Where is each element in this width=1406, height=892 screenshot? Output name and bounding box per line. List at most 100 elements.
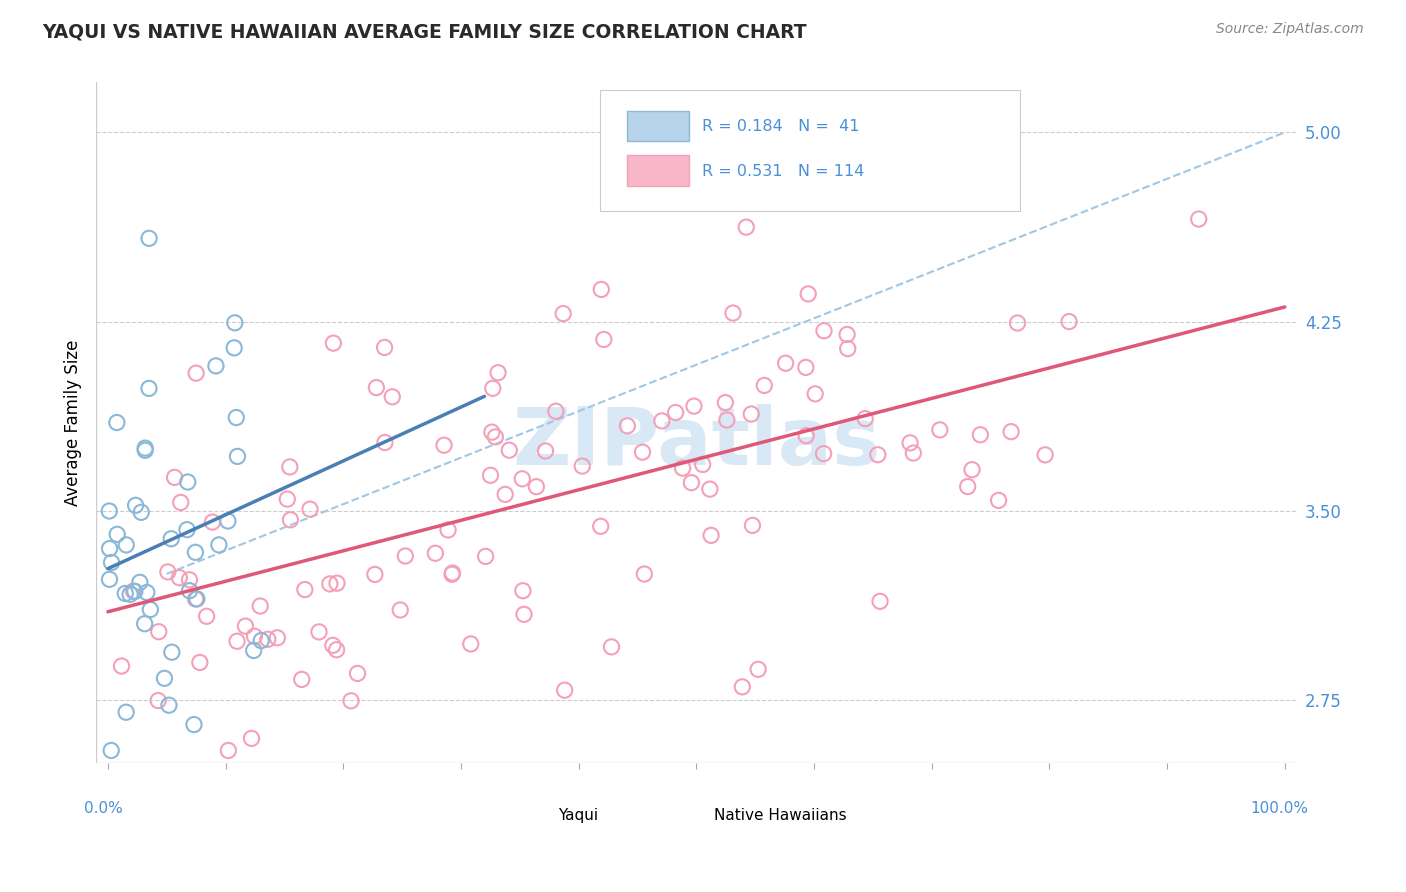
Point: [631, 445, 654, 459]
Point: [186, 591, 208, 606]
Point: [681, 475, 703, 490]
Point: [813, 447, 835, 461]
Text: Native Hawaiians: Native Hawaiians: [714, 808, 846, 823]
Text: ZIPatlas: ZIPatlas: [512, 404, 880, 482]
Point: [224, 316, 246, 330]
Point: [98, 572, 121, 586]
Point: [325, 642, 347, 657]
Point: [134, 441, 156, 455]
Point: [494, 487, 516, 501]
Point: [235, 619, 257, 633]
Point: [179, 583, 201, 598]
Point: [987, 493, 1010, 508]
Point: [326, 576, 349, 591]
Point: [837, 342, 859, 356]
Point: [775, 356, 797, 370]
Point: [242, 643, 264, 657]
Point: [374, 435, 396, 450]
FancyBboxPatch shape: [600, 90, 1021, 211]
Point: [735, 220, 758, 235]
Point: [479, 468, 502, 483]
Point: [714, 395, 737, 409]
Point: [1033, 448, 1056, 462]
Point: [139, 602, 162, 616]
Bar: [661, 805, 706, 827]
Point: [184, 366, 207, 380]
Point: [665, 405, 688, 419]
Point: [110, 659, 132, 673]
Point: [740, 407, 762, 421]
Point: [160, 645, 183, 659]
Point: [969, 427, 991, 442]
Point: [105, 416, 128, 430]
Point: [308, 624, 330, 639]
Point: [960, 463, 983, 477]
Bar: [627, 111, 689, 141]
Point: [534, 444, 557, 458]
Point: [184, 545, 207, 559]
Point: [98, 541, 121, 556]
Point: [170, 495, 193, 509]
Text: 100.0%: 100.0%: [1250, 800, 1309, 815]
Point: [179, 573, 201, 587]
Point: [163, 470, 186, 484]
Point: [366, 380, 388, 394]
Point: [224, 341, 246, 355]
Point: [440, 567, 463, 582]
Point: [513, 607, 536, 622]
Point: [217, 514, 239, 528]
Point: [148, 624, 170, 639]
Point: [226, 634, 249, 648]
Point: [869, 594, 891, 608]
Point: [188, 656, 211, 670]
Point: [1057, 315, 1080, 329]
Y-axis label: Average Family Size: Average Family Size: [65, 339, 82, 506]
Point: [225, 410, 247, 425]
Point: [128, 575, 150, 590]
Point: [754, 378, 776, 392]
Point: [208, 538, 231, 552]
Point: [956, 479, 979, 493]
Point: [866, 448, 889, 462]
Point: [747, 662, 769, 676]
Point: [898, 435, 921, 450]
Point: [1000, 425, 1022, 439]
Point: [114, 586, 136, 600]
Point: [721, 306, 744, 320]
Point: [484, 430, 506, 444]
Point: [148, 693, 170, 707]
Point: [794, 428, 817, 442]
Point: [700, 528, 723, 542]
Point: [571, 458, 593, 473]
Point: [374, 341, 396, 355]
Point: [364, 567, 387, 582]
Point: [481, 425, 503, 439]
Point: [294, 582, 316, 597]
Point: [138, 231, 160, 245]
Point: [115, 538, 138, 552]
Point: [249, 599, 271, 613]
Point: [1007, 316, 1029, 330]
Point: [153, 671, 176, 685]
Point: [177, 475, 200, 489]
Point: [510, 472, 533, 486]
Point: [672, 461, 695, 475]
Point: [460, 637, 482, 651]
Point: [250, 633, 273, 648]
Point: [100, 743, 122, 757]
Point: [544, 404, 567, 418]
Point: [683, 399, 706, 413]
Point: [276, 492, 298, 507]
Point: [512, 583, 534, 598]
Point: [217, 743, 239, 757]
Point: [266, 631, 288, 645]
Point: [322, 336, 344, 351]
Point: [340, 694, 363, 708]
Point: [298, 502, 321, 516]
Point: [160, 532, 183, 546]
Point: [169, 571, 191, 585]
Point: [394, 549, 416, 563]
Point: [205, 359, 228, 373]
Text: R = 0.184   N =  41: R = 0.184 N = 41: [703, 119, 860, 134]
Point: [134, 616, 156, 631]
